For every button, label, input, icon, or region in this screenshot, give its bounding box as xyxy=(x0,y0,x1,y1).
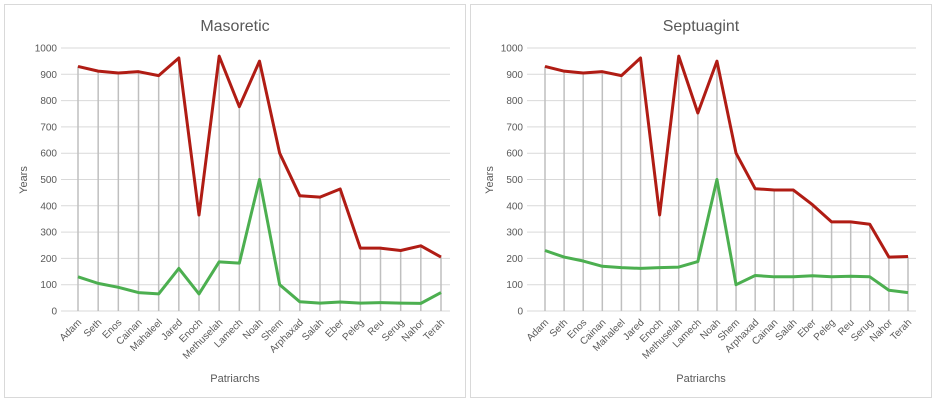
y-tick-label: 800 xyxy=(40,96,57,107)
y-tick-label: 900 xyxy=(506,70,523,81)
x-axis-label: Patriarchs xyxy=(210,373,260,385)
masoretic-chart-svg: Masoretic 0 100 200 300 400 500 600 700 800 900 100… xyxy=(18,18,450,385)
x-tick-label: Terah xyxy=(422,317,447,342)
y-tick-label: 200 xyxy=(40,254,57,265)
x-tick-label: Terah xyxy=(889,317,914,342)
y-axis-label: Years xyxy=(18,166,30,194)
series-line-age-at-fathering xyxy=(77,178,442,305)
y-tick-label: 100 xyxy=(40,280,57,291)
septuagint-chart-svg: Septuagint 0 100 200 300 400 500 600 700 800 900 10… xyxy=(484,18,916,385)
y-tick-label: 1000 xyxy=(501,44,524,55)
x-tick-label: Salah xyxy=(774,317,800,343)
septuagint-chart: Septuagint 0 100 200 300 400 500 600 700 800 900 10… xyxy=(470,4,932,398)
y-tick-label: 600 xyxy=(40,149,57,160)
chart-title: Masoretic xyxy=(200,18,269,35)
y-tick-label: 300 xyxy=(40,228,57,239)
y-tick-label: 0 xyxy=(517,307,523,318)
y-tick-label: 300 xyxy=(506,228,523,239)
x-tick-label: Salah xyxy=(300,317,326,343)
y-tick-label: 1000 xyxy=(35,44,58,55)
y-tick-label: 900 xyxy=(40,70,57,81)
y-tick-label: 700 xyxy=(40,122,57,133)
x-tick-label: Nahor xyxy=(868,317,896,345)
y-tick-label: 500 xyxy=(40,175,57,186)
y-tick-label: 400 xyxy=(506,201,523,212)
y-axis-label: Years xyxy=(484,166,496,194)
x-tick-label: Adam xyxy=(525,317,551,343)
y-tick-label: 800 xyxy=(506,96,523,107)
series-line-age-at-fathering xyxy=(544,178,909,295)
series-line-lifespan xyxy=(77,54,442,259)
y-tick-label: 200 xyxy=(506,254,523,265)
x-tick-label: Nahor xyxy=(400,317,428,345)
y-tick-label: 400 xyxy=(40,201,57,212)
x-tick-label: Seth xyxy=(82,317,104,339)
masoretic-chart: Masoretic 0 100 200 300 400 500 600 700 800 900 100… xyxy=(4,4,466,398)
x-tick-label: Adam xyxy=(58,317,84,343)
y-tick-label: 700 xyxy=(506,122,523,133)
x-tick-label: Seth xyxy=(548,317,570,339)
x-axis-label: Patriarchs xyxy=(676,373,726,385)
series-line-lifespan xyxy=(544,54,909,259)
y-tick-label: 500 xyxy=(506,175,523,186)
y-tick-label: 100 xyxy=(506,280,523,291)
y-tick-label: 0 xyxy=(51,307,57,318)
y-tick-label: 600 xyxy=(506,149,523,160)
x-tick-label: Peleg xyxy=(812,317,838,343)
chart-title: Septuagint xyxy=(663,18,740,35)
x-tick-label: Peleg xyxy=(341,317,367,343)
